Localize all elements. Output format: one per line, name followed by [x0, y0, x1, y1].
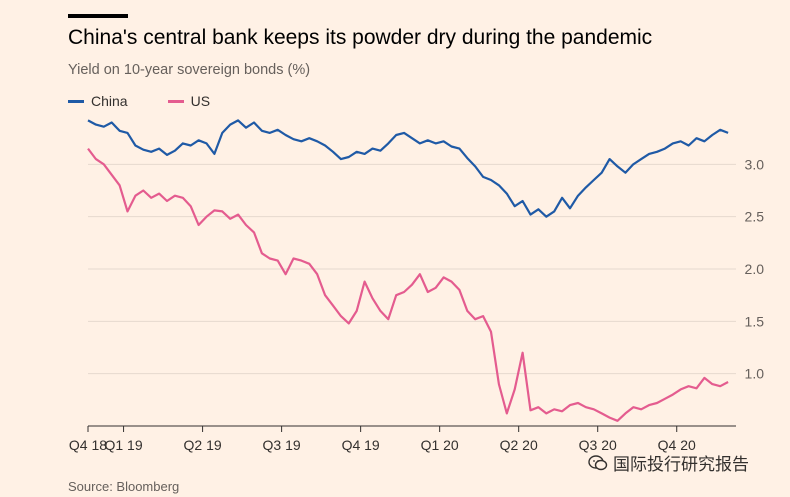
y-tick-label: 1.0 [745, 366, 765, 382]
x-tick-label: Q3 20 [579, 437, 617, 453]
chart-subtitle: Yield on 10-year sovereign bonds (%) [68, 62, 311, 78]
watermark: 国际投行研究报告 [588, 450, 749, 475]
x-tick-label: Q2 19 [184, 437, 222, 453]
x-tick-label: Q1 20 [421, 437, 459, 453]
legend-label-us: US [190, 93, 211, 109]
y-tick-label: 2.5 [745, 209, 765, 225]
x-tick-label: Q2 20 [500, 437, 538, 453]
y-tick-label: 1.5 [745, 313, 765, 329]
legend-item-china: China [68, 93, 128, 109]
watermark-text: 国际投行研究报告 [613, 455, 749, 474]
x-tick-label: Q1 19 [104, 437, 142, 453]
chart-title: China's central bank keeps its powder dr… [68, 26, 653, 49]
legend-swatch-china [68, 99, 84, 103]
legend-label-china: China [91, 93, 128, 109]
x-tick-label: Q4 20 [658, 437, 696, 453]
source-note: Source: Bloomberg [68, 479, 180, 494]
x-tick-label: Q4 18 [69, 437, 107, 453]
wechat-icon [588, 454, 608, 470]
x-tick-label: Q3 19 [263, 437, 301, 453]
legend-item-us: US [167, 93, 211, 109]
y-tick-label: 2.0 [745, 261, 765, 277]
y-tick-label: 3.0 [745, 156, 765, 172]
title-accent-bar [68, 14, 128, 18]
x-tick-label: Q4 19 [342, 437, 380, 453]
legend: China US [68, 93, 250, 109]
legend-swatch-us [167, 99, 184, 103]
series-line-china [87, 119, 729, 218]
series-line-us [87, 147, 729, 422]
